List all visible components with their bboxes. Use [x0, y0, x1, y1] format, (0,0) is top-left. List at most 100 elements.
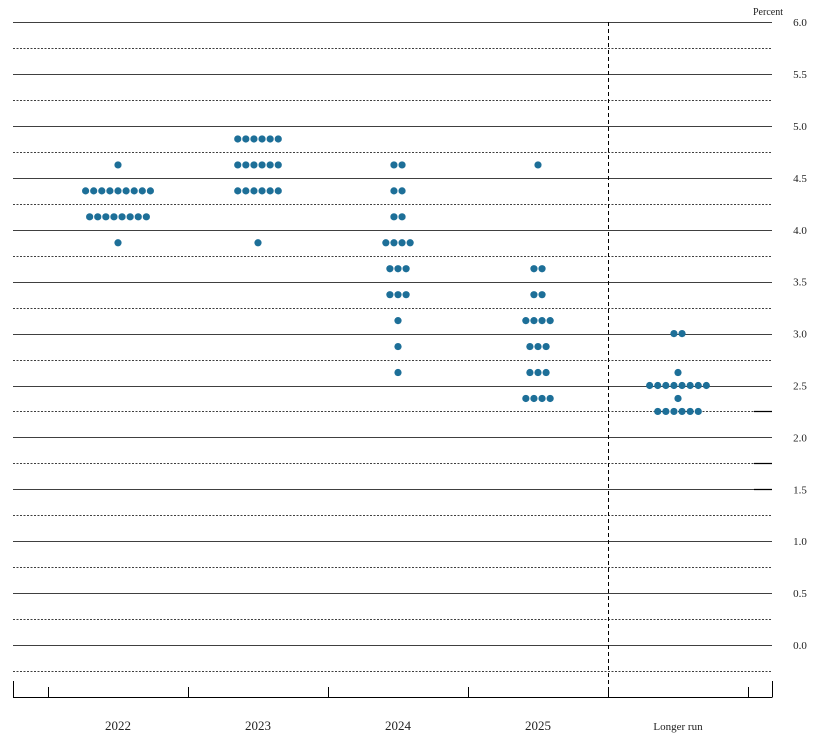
data-dot — [530, 265, 538, 273]
data-dot — [250, 161, 258, 169]
x-category-label: Longer run — [653, 721, 703, 733]
axes: 0.0 0.5 1.0 1.5 2.0 2.5 3.0 3.5 4.0 4.5 5.0 5.5 6.0 2… — [13, 17, 807, 733]
data-dot — [82, 187, 90, 195]
data-dot — [542, 342, 550, 351]
data-dot — [390, 213, 398, 221]
data-dot — [398, 187, 406, 195]
data-dot — [254, 239, 262, 247]
data-dot — [386, 265, 394, 273]
y-tick-label: 5.5 — [793, 69, 807, 81]
y-tick-label: 3.0 — [793, 329, 807, 341]
data-dot — [538, 394, 546, 403]
data-dot — [234, 161, 242, 169]
data-dot — [678, 407, 686, 416]
y-tick-label: 3.5 — [793, 277, 807, 289]
data-dot — [142, 213, 150, 221]
data-dot — [110, 213, 118, 221]
y-tick-label: 1.0 — [793, 536, 807, 548]
data-dot — [114, 239, 122, 247]
data-dot — [118, 213, 126, 221]
data-dot — [646, 381, 654, 390]
data-dot — [402, 265, 410, 273]
data-dot — [526, 342, 534, 351]
data-dot — [98, 187, 106, 195]
data-dot — [670, 407, 678, 416]
data-dot — [402, 291, 410, 299]
data-dot — [242, 135, 250, 143]
y-tick-label: 4.5 — [793, 173, 807, 185]
data-dot — [390, 187, 398, 195]
data-dot — [674, 368, 682, 377]
data-dot — [654, 407, 662, 416]
data-dot — [662, 407, 670, 416]
data-dot — [398, 213, 406, 221]
data-dot — [662, 381, 670, 390]
data-dot — [530, 291, 538, 299]
x-category-label: 2022 — [105, 718, 131, 733]
x-category-label: 2024 — [385, 718, 412, 733]
data-dot — [274, 135, 282, 143]
y-tick-label: 6.0 — [793, 17, 807, 29]
data-dot — [274, 161, 282, 169]
data-dot — [258, 187, 266, 195]
x-category-label: 2023 — [245, 718, 271, 733]
data-dot — [394, 291, 402, 299]
data-dot — [534, 342, 542, 351]
data-dot — [138, 187, 146, 195]
data-dot — [538, 317, 546, 325]
data-dot — [398, 161, 406, 169]
data-dot — [234, 187, 242, 195]
data-dot — [102, 213, 110, 221]
data-dot — [86, 213, 94, 221]
data-dot — [266, 161, 274, 169]
data-dot — [522, 394, 530, 403]
data-dot — [390, 161, 398, 169]
data-dot — [670, 381, 678, 390]
data-dot — [382, 239, 390, 247]
data-dot — [694, 407, 702, 416]
y-tick-label: 2.0 — [793, 432, 807, 444]
data-dot — [390, 239, 398, 247]
y-tick-label: 4.0 — [793, 225, 807, 237]
data-dot — [266, 187, 274, 195]
data-dot — [654, 381, 662, 390]
y-tick-label: 0.0 — [793, 640, 807, 652]
data-dot — [250, 187, 258, 195]
data-dot — [538, 265, 546, 273]
data-dot — [526, 368, 534, 377]
data-dot — [114, 187, 122, 195]
data-dot — [686, 381, 694, 390]
data-dot — [234, 135, 242, 143]
data-dot — [530, 317, 538, 325]
data-dot — [394, 342, 402, 351]
unit-label: Percent — [753, 7, 783, 18]
data-dot — [694, 381, 702, 390]
y-tick-label: 1.5 — [793, 484, 807, 496]
data-dot — [394, 368, 402, 377]
data-dot — [258, 161, 266, 169]
data-dot — [534, 368, 542, 377]
grid-lines — [13, 22, 772, 672]
data-dot — [250, 135, 258, 143]
data-dot — [670, 330, 678, 338]
data-dot — [242, 187, 250, 195]
data-dot — [94, 213, 102, 221]
data-dot — [258, 135, 266, 143]
y-tick-label: 2.5 — [793, 381, 807, 393]
x-category-label: 2025 — [525, 718, 551, 733]
data-dots — [82, 135, 710, 416]
data-dot — [266, 135, 274, 143]
data-dot — [106, 187, 114, 195]
data-dot — [126, 213, 134, 221]
data-dot — [546, 317, 554, 325]
data-dot — [406, 239, 414, 247]
data-dot — [674, 394, 682, 403]
data-dot — [122, 187, 130, 195]
data-dot — [386, 291, 394, 299]
data-dot — [546, 394, 554, 403]
data-dot — [522, 317, 530, 325]
data-dot — [686, 407, 694, 416]
data-dot — [398, 239, 406, 247]
